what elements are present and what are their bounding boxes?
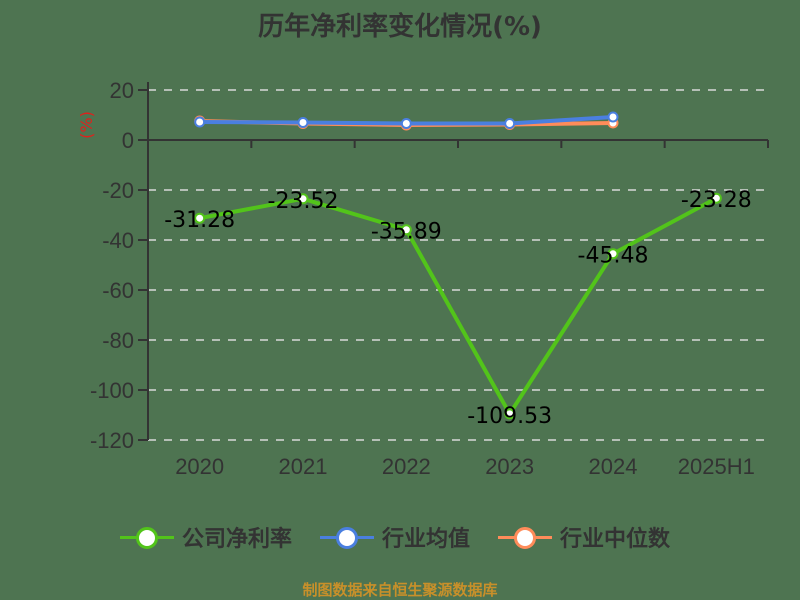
data-point: [297, 193, 309, 205]
data-point: [504, 408, 516, 420]
x-tick-label: 2021: [279, 454, 328, 479]
legend: 公司净利率 行业均值 行业中位数: [120, 521, 670, 553]
series-line: [199, 196, 718, 416]
data-point: [504, 118, 516, 129]
data-label: -109.53: [467, 404, 552, 429]
data-point: [607, 111, 619, 123]
x-tick-label: 2022: [382, 454, 431, 479]
legend-line-marker-icon: [120, 527, 174, 549]
x-tick-label: 2025H1: [678, 454, 755, 479]
data-label: -23.52: [268, 189, 339, 214]
x-tick-label: 2023: [485, 454, 534, 479]
data-point: [400, 224, 412, 236]
legend-line-marker-icon: [498, 527, 553, 549]
legend-label: 行业中位数: [560, 527, 671, 552]
y-tick-label: -120: [90, 428, 134, 453]
y-tick-label: -60: [102, 278, 134, 303]
data-label: -23.28: [681, 188, 752, 213]
x-tick-label: 2024: [589, 454, 638, 479]
data-source-note: 制图数据来自恒生聚源数据库: [302, 581, 498, 599]
x-tick-label: 2020: [175, 454, 224, 479]
y-tick-label: 0: [122, 128, 134, 153]
data-point: [297, 117, 309, 128]
data-point: [194, 116, 206, 128]
y-tick-label: -100: [90, 378, 134, 403]
y-tick-label: -20: [102, 178, 134, 203]
y-tick-label: -80: [102, 328, 134, 353]
y-tick-label: 20: [110, 78, 134, 103]
legend-line-marker-icon: [320, 527, 375, 549]
data-label: -45.48: [578, 244, 649, 269]
data-point: [710, 192, 722, 204]
legend-label: 公司净利率: [182, 527, 293, 552]
legend-item-industry-median[interactable]: 行业中位数: [498, 521, 670, 553]
legend-item-industry-avg[interactable]: 行业均值: [320, 521, 470, 553]
y-tick-label: -40: [102, 228, 134, 253]
data-point: [400, 118, 412, 129]
data-point: [607, 248, 619, 260]
y-axis-label: (%): [77, 111, 96, 139]
data-label: -31.28: [164, 208, 235, 233]
data-label: -35.89: [371, 220, 442, 245]
legend-label: 行业均值: [382, 527, 471, 552]
chart-title: 历年净利率变化情况(%): [258, 12, 542, 42]
legend-item-company[interactable]: 公司净利率: [120, 521, 292, 553]
data-point: [194, 212, 206, 224]
